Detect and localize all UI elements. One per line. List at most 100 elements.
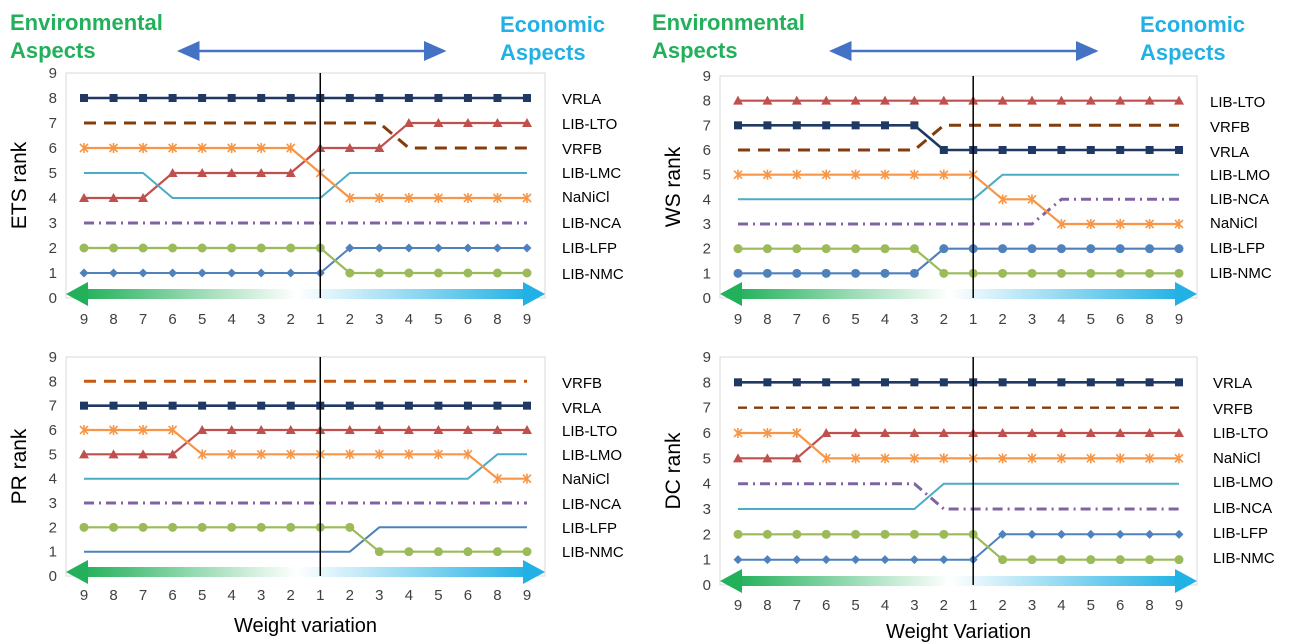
y-tick-label: 7 bbox=[703, 117, 711, 134]
data-point-lib-nmc bbox=[762, 529, 772, 539]
legend-label-nanicl: NaNiCl bbox=[562, 189, 610, 206]
data-point-nanicl bbox=[998, 194, 1008, 205]
x-tick-label: 8 bbox=[1145, 311, 1153, 328]
data-point-lib-lto bbox=[938, 428, 949, 437]
series-line-nanicl bbox=[84, 428, 527, 480]
y-tick-label: 3 bbox=[49, 495, 57, 512]
series-line-lib-lmo bbox=[738, 482, 1179, 510]
plot-area bbox=[65, 72, 546, 299]
data-point-vrla bbox=[286, 401, 295, 410]
data-point-lib-lto bbox=[492, 425, 503, 434]
data-point-lib-lto bbox=[226, 168, 237, 177]
data-point-lib-lfp bbox=[1086, 529, 1096, 539]
data-point-lib-nmc bbox=[197, 522, 207, 532]
data-point-vrla bbox=[404, 401, 413, 410]
data-point-lib-nmc bbox=[345, 268, 355, 278]
y-tick-label: 8 bbox=[49, 373, 57, 390]
x-tick-label: 1 bbox=[316, 587, 324, 604]
data-point-lib-nmc bbox=[1174, 268, 1184, 278]
left-env-title-1: Environmental bbox=[10, 10, 163, 35]
data-point-vrla bbox=[80, 401, 88, 410]
data-point-nanicl bbox=[1056, 453, 1066, 464]
data-point-lib-lfp bbox=[880, 555, 890, 565]
data-point-vrla bbox=[881, 121, 889, 130]
data-point-lib-lto bbox=[197, 425, 208, 434]
data-point-lib-lto bbox=[492, 118, 503, 127]
series-line-vrla bbox=[738, 124, 1179, 152]
y-tick-label: 1 bbox=[49, 544, 57, 561]
data-point-lib-lfp bbox=[1027, 529, 1037, 539]
data-point-lib-lfp bbox=[880, 268, 890, 278]
data-point-lib-nmc bbox=[404, 268, 414, 278]
data-point-lib-nmc bbox=[1145, 555, 1155, 565]
data-point-vrla bbox=[792, 121, 801, 130]
data-point-lib-lfp bbox=[79, 268, 89, 278]
data-point-lib-nmc bbox=[138, 243, 148, 253]
data-point-vrla bbox=[1175, 146, 1183, 154]
data-point-lib-lfp bbox=[909, 268, 919, 278]
data-point-nanicl bbox=[1174, 453, 1184, 464]
legend-label-lib-lto: LIB-LTO bbox=[1213, 425, 1268, 442]
x-tick-label: 3 bbox=[910, 311, 918, 328]
data-point-lib-lfp bbox=[404, 243, 414, 253]
data-point-lib-nmc bbox=[998, 555, 1008, 565]
series-line-lib-lfp bbox=[738, 247, 1179, 275]
ws-rank-chart: 0 1 2 3 4 5 6 7 8 9 9 8 7 6 5 4 3 2 1 2 3 4 5 6 8 9 WS rank LIB-LTO… bbox=[662, 68, 1272, 328]
data-point-lib-lto bbox=[522, 118, 532, 127]
x-tick-label: 6 bbox=[1116, 311, 1124, 328]
data-point-lib-nmc bbox=[1027, 555, 1037, 565]
legend-label-vrla: VRLA bbox=[562, 400, 601, 417]
legend-label-vrfb: VRFB bbox=[1210, 119, 1250, 136]
y-tick-label: 3 bbox=[703, 216, 711, 233]
data-point-vrla bbox=[1116, 146, 1125, 154]
y-tick-label: 7 bbox=[703, 400, 711, 417]
x-tick-label: 4 bbox=[227, 587, 235, 604]
data-point-lib-lto bbox=[938, 95, 949, 105]
data-point-nanicl bbox=[463, 449, 473, 460]
data-point-lib-lto bbox=[256, 168, 267, 177]
y-tick-label: 7 bbox=[49, 398, 57, 415]
data-point-lib-nmc bbox=[851, 244, 861, 254]
data-point-lib-lto bbox=[1115, 95, 1126, 105]
series-line-vrfb bbox=[84, 121, 527, 150]
data-point-lib-nmc bbox=[909, 529, 919, 539]
x-tick-label: 1 bbox=[969, 311, 977, 328]
series-line-nanicl bbox=[738, 173, 1179, 226]
data-point-lib-lfp bbox=[733, 268, 743, 278]
legend-label-lib-lmo: LIB-LMO bbox=[1213, 474, 1273, 491]
data-point-lib-nmc bbox=[109, 243, 119, 253]
weight-gradient-bar bbox=[736, 289, 1181, 299]
left-econ-title-1: Economic bbox=[500, 12, 605, 37]
x-tick-label: 4 bbox=[1057, 311, 1065, 328]
data-point-lib-lto bbox=[1144, 428, 1155, 437]
data-point-lib-nmc bbox=[522, 268, 532, 278]
x-tick-label: 9 bbox=[1175, 311, 1183, 328]
data-point-lib-nmc bbox=[197, 243, 207, 253]
data-point-lib-lto bbox=[197, 168, 208, 177]
right-econ-title-1: Economic bbox=[1140, 12, 1245, 37]
data-point-vrla bbox=[1057, 378, 1066, 387]
data-point-lib-nmc bbox=[286, 522, 296, 532]
data-point-lib-nmc bbox=[79, 522, 89, 532]
data-point-vrla bbox=[109, 401, 118, 410]
y-tick-label: 4 bbox=[703, 191, 711, 208]
legend-label-lib-lmo: LIB-LMO bbox=[1210, 167, 1270, 184]
data-point-vrla bbox=[1116, 378, 1125, 387]
series-line-lib-lto bbox=[84, 428, 527, 456]
data-point-vrla bbox=[168, 94, 177, 102]
data-point-lib-lto bbox=[403, 425, 414, 434]
data-point-lib-lto bbox=[997, 95, 1008, 105]
data-point-nanicl bbox=[168, 143, 178, 153]
data-point-lib-lfp bbox=[109, 268, 119, 278]
data-point-vrla bbox=[910, 378, 919, 387]
data-point-lib-lto bbox=[433, 118, 444, 127]
data-point-lib-lfp bbox=[821, 268, 831, 278]
data-point-vrla bbox=[493, 94, 502, 102]
data-point-lib-lto bbox=[522, 425, 532, 434]
data-point-lib-nmc bbox=[463, 268, 473, 278]
x-tick-label: 8 bbox=[763, 597, 771, 614]
data-point-vrla bbox=[734, 378, 742, 387]
data-point-lib-lfp bbox=[851, 268, 861, 278]
data-point-nanicl bbox=[256, 449, 266, 460]
env-arrowhead bbox=[66, 560, 88, 584]
